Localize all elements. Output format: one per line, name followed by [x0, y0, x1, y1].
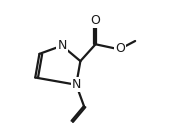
Text: O: O [115, 42, 125, 55]
Text: N: N [57, 39, 67, 52]
Text: N: N [71, 78, 81, 91]
Text: O: O [91, 14, 100, 27]
